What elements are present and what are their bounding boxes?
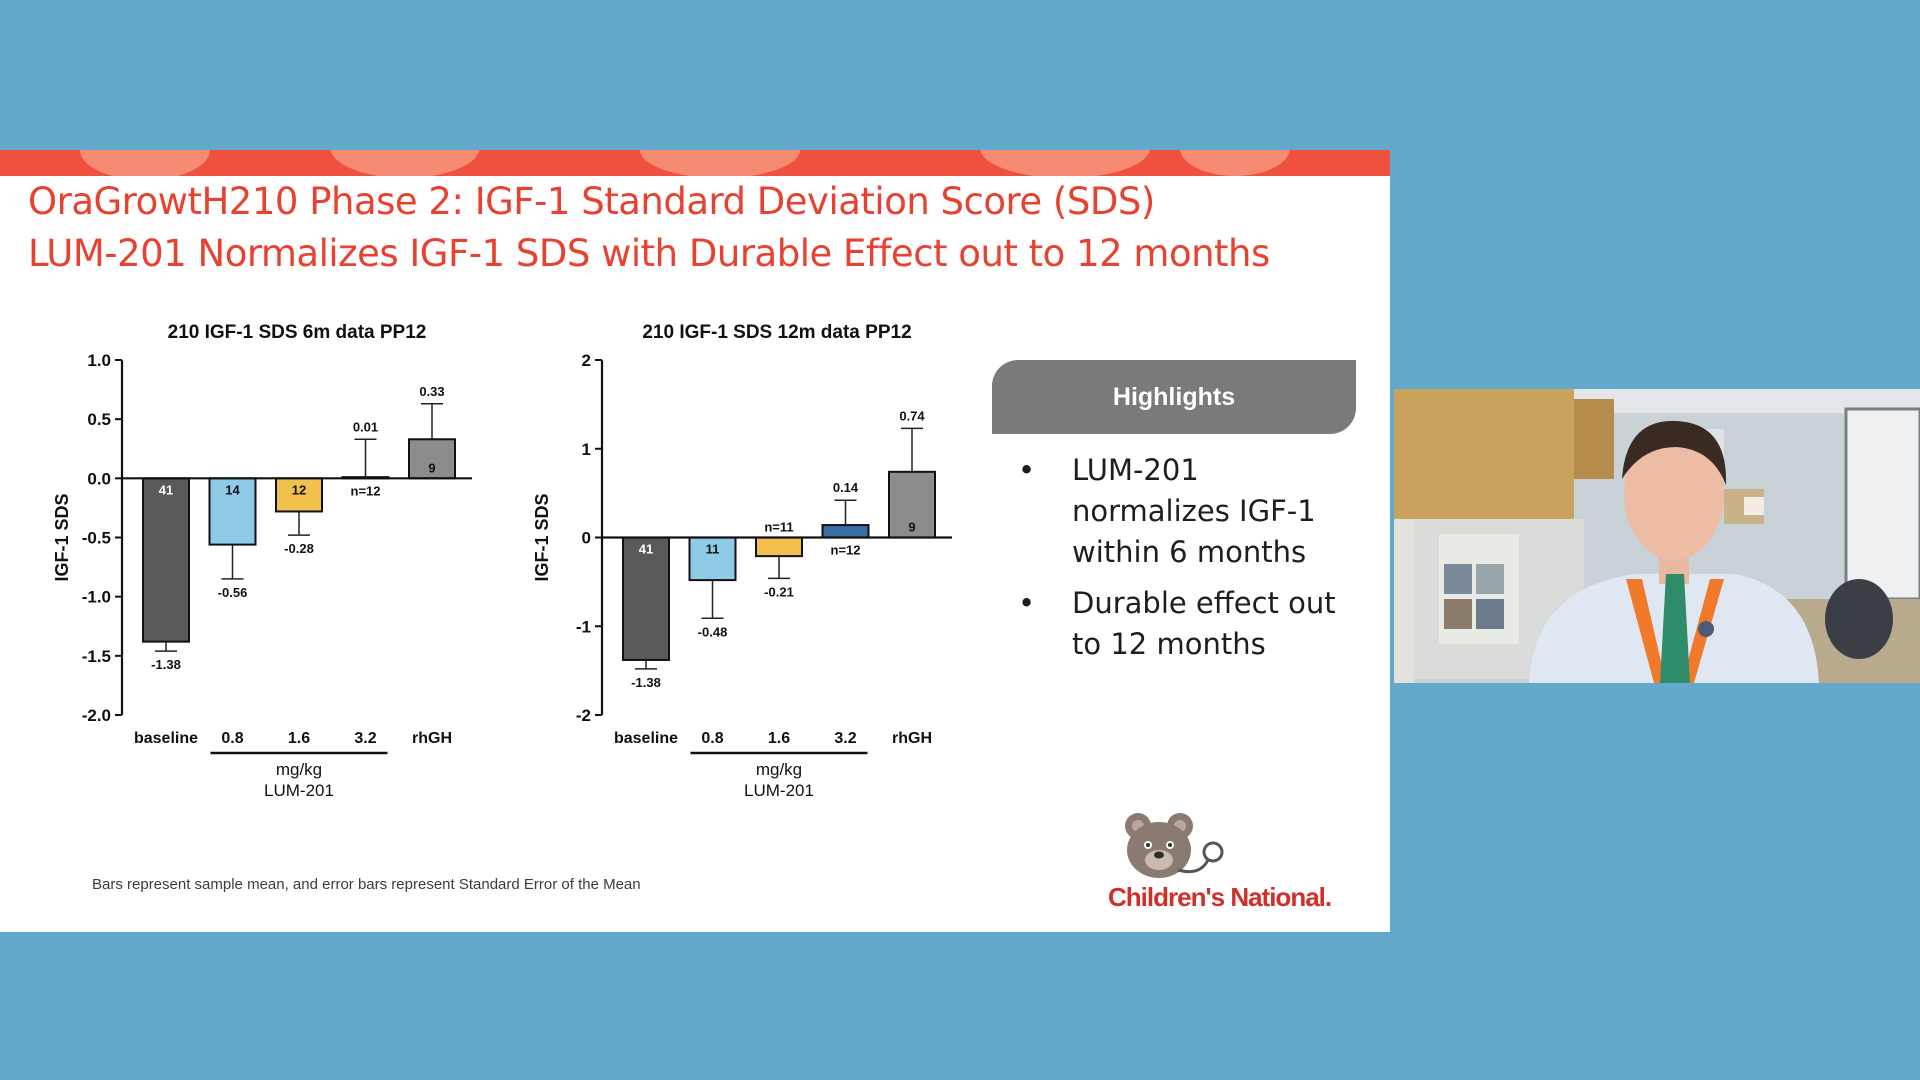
- bar: [275, 477, 323, 513]
- n-label: 41: [639, 542, 653, 557]
- highlight-item: • LUM-201 normalizes IGF-1 within 6 mont…: [1010, 450, 1360, 573]
- slide-title-line-1: OraGrowtH210 Phase 2: IGF-1 Standard Dev…: [28, 180, 1155, 223]
- x-tick-label: baseline: [614, 730, 678, 747]
- x-tick-label: 0.8: [221, 730, 243, 747]
- n-label: n=11: [764, 520, 793, 535]
- n-label: 9: [908, 520, 915, 535]
- y-tick-label: -1.5: [82, 647, 111, 666]
- chart-12-month: 210 IGF-1 SDS 12m data PP12 IGF-1 SDS 2 1 0 -…: [520, 315, 970, 815]
- data-label: -1.38: [151, 657, 181, 672]
- y-tick-label: 0.0: [87, 469, 111, 488]
- data-label: 0.33: [419, 384, 444, 399]
- y-tick-label: -0.5: [82, 529, 111, 548]
- x-tick-label: baseline: [134, 730, 198, 747]
- bar: [208, 477, 257, 546]
- presenter-video-feed[interactable]: [1394, 389, 1920, 683]
- x-tick-label: rhGH: [412, 730, 452, 747]
- band-decoration: [80, 150, 210, 176]
- y-tick-label: 1: [582, 440, 591, 459]
- highlight-text: LUM-201 normalizes IGF-1 within 6 months: [1072, 453, 1316, 569]
- bar: [622, 536, 670, 661]
- y-tick-label: -1.0: [82, 588, 111, 607]
- n-label: 41: [159, 482, 173, 497]
- bar: [821, 524, 870, 539]
- bar: [408, 438, 456, 480]
- bullet-icon: •: [1018, 453, 1036, 487]
- n-label: 14: [225, 482, 240, 497]
- n-label: 9: [428, 460, 435, 475]
- bar: [688, 536, 737, 582]
- bar-chart-svg: 210 IGF-1 SDS 6m data PP12 IGF-1 SDS 1.0 0.…: [52, 322, 472, 800]
- x-tick-label: 1.6: [288, 730, 310, 747]
- bullet-icon: •: [1018, 586, 1036, 620]
- n-label: n=12: [351, 483, 381, 498]
- data-label: -0.21: [764, 584, 794, 599]
- x-tick-label: 1.6: [768, 730, 790, 747]
- band-decoration: [330, 150, 480, 176]
- bar: [888, 470, 936, 539]
- x-tick-label: rhGH: [892, 730, 932, 747]
- teddy-bear-stethoscope-icon: [1125, 813, 1224, 878]
- highlights-header: Highlights: [992, 360, 1356, 434]
- n-label: 11: [706, 542, 720, 557]
- y-tick-label: 1.0: [87, 351, 111, 370]
- slide-title-line-2: LUM-201 Normalizes IGF-1 SDS with Durabl…: [28, 232, 1270, 275]
- x-tick-label: 0.8: [701, 730, 723, 747]
- x-axis-label-drug: LUM-201: [744, 781, 814, 800]
- data-label: 0.01: [353, 419, 378, 434]
- y-tick-label: -1: [576, 617, 591, 636]
- highlight-item: • Durable effect out to 12 months: [1010, 583, 1360, 665]
- y-tick-label: 2: [582, 351, 591, 370]
- highlights-list: • LUM-201 normalizes IGF-1 within 6 mont…: [1010, 450, 1360, 675]
- chart-6-month: 210 IGF-1 SDS 6m data PP12 IGF-1 SDS 1.0 0.…: [40, 315, 490, 815]
- bar: [755, 536, 803, 558]
- logo-text: Children's National.: [1108, 882, 1332, 912]
- webcam-scene: [1394, 389, 1920, 683]
- y-tick-label: -2: [576, 706, 591, 725]
- n-label: n=12: [831, 543, 861, 558]
- bar-chart-svg: 210 IGF-1 SDS 12m data PP12 IGF-1 SDS 2 1 0 -…: [532, 322, 952, 800]
- y-axis-label: IGF-1 SDS: [52, 493, 72, 581]
- band-decoration: [640, 150, 800, 176]
- chart-title: 210 IGF-1 SDS 6m data PP12: [168, 322, 427, 343]
- data-label: -1.38: [631, 675, 661, 690]
- y-tick-label: 0.5: [87, 410, 111, 429]
- presentation-slide: OraGrowtH210 Phase 2: IGF-1 Standard Dev…: [0, 150, 1390, 932]
- y-axis-label: IGF-1 SDS: [532, 493, 552, 581]
- y-tick-label: 0: [582, 529, 591, 548]
- x-tick-label: 3.2: [834, 730, 856, 747]
- x-tick-label: 3.2: [354, 730, 376, 747]
- data-label: -0.56: [218, 585, 248, 600]
- y-tick-label: -2.0: [82, 706, 111, 725]
- data-label: -0.48: [698, 624, 728, 639]
- data-label: 0.74: [899, 408, 925, 423]
- x-axis-label-unit: mg/kg: [756, 760, 802, 779]
- x-axis-label-drug: LUM-201: [264, 781, 334, 800]
- x-axis-label-unit: mg/kg: [276, 760, 322, 779]
- data-label: -0.28: [284, 541, 314, 556]
- chart-title: 210 IGF-1 SDS 12m data PP12: [642, 322, 911, 343]
- slide-header-band: [0, 150, 1390, 176]
- band-decoration: [980, 150, 1150, 176]
- band-decoration: [1180, 150, 1290, 176]
- highlight-text: Durable effect out to 12 months: [1072, 586, 1336, 661]
- bar: [142, 477, 190, 643]
- n-label: 12: [292, 482, 306, 497]
- data-label: 0.14: [833, 480, 859, 495]
- chart-footnote: Bars represent sample mean, and error ba…: [92, 876, 641, 893]
- childrens-national-logo: Children's National.: [1108, 810, 1332, 920]
